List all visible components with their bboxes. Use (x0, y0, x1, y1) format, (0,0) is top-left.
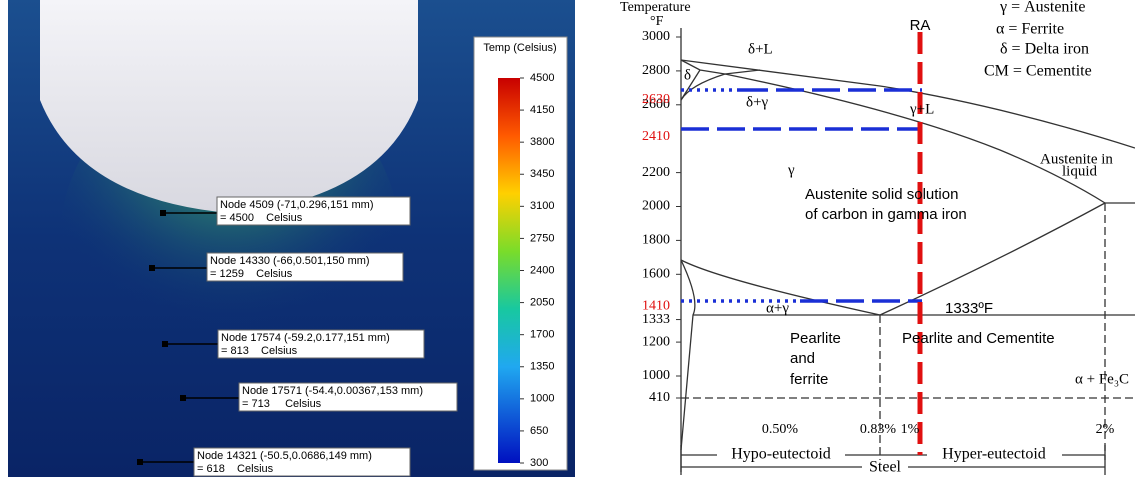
legend-tick-label: 300 (530, 457, 548, 469)
carbon-label: 0.83% (860, 422, 897, 437)
node-box (217, 329, 425, 359)
highlighted-tick-label: 2410 (642, 129, 670, 144)
range-labels: Hypo-eutectoid Hyper-eutectoid Steel (717, 446, 1062, 476)
legend-tick-label: 1350 (530, 361, 554, 373)
y-ticks: 3000 2800 2600 2200 2000 1800 1600 1333 1200 1000… (642, 29, 681, 405)
phase-diagram: Temperature °F RA 3000 2800 2600 2200 2000 18… (620, 0, 1135, 476)
region-label: γ+L (909, 101, 934, 117)
legend-ticks: 4500 4150 3800 3450 3100 2750 2400 2050 1700 1350… (520, 72, 554, 469)
node-label: Node 17574 (-59.2,0.177,151 mm) (221, 332, 390, 344)
axis-unit: °F (650, 14, 664, 29)
marker (149, 265, 155, 271)
region-label: α+γ (766, 300, 789, 316)
region-label: δ (684, 67, 691, 83)
node-value: = 713 Celsius (242, 398, 322, 410)
legend-tick-label: 4150 (530, 104, 554, 116)
ra-label: RA (910, 17, 931, 34)
node-box (206, 252, 404, 282)
legend-tick-label: 3450 (530, 168, 554, 180)
key-entry: δ = Delta iron (1000, 41, 1089, 58)
marker (180, 395, 186, 401)
axis-title: Temperature (620, 0, 691, 15)
legend-tick-label: 2050 (530, 296, 554, 308)
node-label: Node 14330 (-66,0.501,150 mm) (210, 255, 370, 267)
node-box (216, 196, 411, 226)
region-labels: δ+L δ δ+γ γ+L γ Austenite solid solution… (684, 41, 1129, 388)
range-label: Steel (869, 459, 902, 476)
legend-tick-label: 4500 (530, 72, 554, 84)
region-label: and (790, 350, 815, 367)
node-box (193, 447, 411, 477)
marker (137, 459, 143, 465)
legend-tick-label: 1000 (530, 393, 554, 405)
y-tick-label: 1800 (642, 233, 670, 248)
color-bar (498, 78, 520, 463)
y-tick-label: 410 (649, 390, 670, 405)
node-label: Node 4509 (-71,0.296,151 mm) (220, 199, 373, 211)
y-tick-label: 2800 (642, 63, 670, 78)
carbon-labels: 0.50% 0.83% 1% 2% (762, 422, 1115, 437)
y-tick-label: 1333 (642, 312, 670, 327)
y-tick-label: 2600 (642, 97, 670, 112)
region-label: 1333ºF (945, 300, 993, 317)
region-label: of carbon in gamma iron (805, 206, 967, 223)
carbon-label: 1% (901, 422, 920, 437)
key: γ = Austenite α = Ferrite δ = Delta iron… (984, 0, 1092, 80)
legend-tick-label: 1700 (530, 329, 554, 341)
blue-guides (681, 88, 922, 303)
range-label: Hypo-eutectoid (731, 446, 831, 463)
legend-tick-label: 2750 (530, 232, 554, 244)
node-labels: Node 4509 (-71,0.296,151 mm)= 4500 Celsi… (137, 196, 458, 477)
region-label: Austenite in (1040, 151, 1113, 167)
region-label: γ (787, 162, 795, 178)
node-value: = 618 Celsius (197, 463, 274, 475)
legend-tick-label: 3800 (530, 136, 554, 148)
region-label: Pearlite and Cementite (902, 330, 1055, 347)
region-label: α + Fe₃C (1075, 371, 1129, 387)
node-value: = 813 Celsius (221, 345, 298, 357)
y-tick-label: 1200 (642, 334, 670, 349)
legend-tick-label: 3100 (530, 200, 554, 212)
y-tick-label: 3000 (642, 29, 670, 44)
node-label: Node 14321 (-50.5,0.0686,149 mm) (197, 450, 372, 462)
y-tick-label: 2200 (642, 165, 670, 180)
region-label: ferrite (790, 371, 828, 388)
node-label: Node 17571 (-54.4,0.00367,153 mm) (242, 385, 423, 397)
node-value: = 4500 Celsius (220, 212, 303, 224)
region-label: Pearlite (790, 330, 841, 347)
highlighted-tick-label: 2630 (642, 92, 670, 107)
highlighted-tick-label: 1410 (642, 299, 670, 314)
carbon-label: 2% (1096, 422, 1115, 437)
legend-title: Temp (Celsius) (483, 42, 556, 54)
legend-tick-label: 2400 (530, 264, 554, 276)
region-label: δ+L (748, 41, 773, 57)
simulation-panel: Temp (Celsius) 4500 4150 3800 3450 3100 2750 2… (8, 0, 575, 477)
y-tick-label: 2000 (642, 199, 670, 214)
marker (162, 341, 168, 347)
range-label: Hyper-eutectoid (942, 446, 1046, 463)
legend-box (473, 36, 568, 471)
key-entry: CM = Cementite (984, 63, 1092, 80)
y-tick-label: 1600 (642, 267, 670, 282)
key-entry: γ = Austenite (999, 0, 1085, 16)
marker (160, 210, 166, 216)
region-label: liquid (1062, 163, 1098, 179)
tool (40, 0, 418, 213)
region-label: δ+γ (746, 94, 769, 110)
node-box (238, 382, 458, 412)
y-tick-label: 1000 (642, 368, 670, 383)
legend-tick-label: 650 (530, 425, 548, 437)
region-label: Austenite solid solution (805, 186, 958, 203)
key-entry: α = Ferrite (996, 21, 1064, 38)
carbon-label: 0.50% (762, 422, 799, 437)
node-value: = 1259 Celsius (210, 268, 293, 280)
